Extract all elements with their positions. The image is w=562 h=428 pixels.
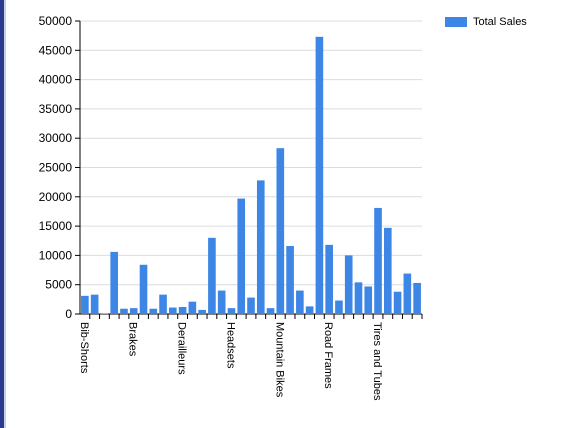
- y-tick-label: 50000: [39, 14, 73, 28]
- bar: [90, 294, 99, 314]
- bar: [188, 301, 197, 314]
- bar: [315, 36, 324, 315]
- bar: [354, 282, 363, 314]
- bar: [344, 255, 353, 314]
- bar: [149, 308, 158, 314]
- bar: [374, 207, 382, 314]
- window-left-border-highlight: [4, 0, 6, 428]
- bar: [227, 308, 236, 314]
- bar: [208, 237, 216, 314]
- legend-label: Total Sales: [473, 16, 527, 28]
- bar: [81, 295, 89, 314]
- bar: [217, 290, 226, 314]
- y-tick-label: 25000: [39, 161, 73, 175]
- bar: [393, 291, 402, 314]
- bar: [266, 308, 275, 314]
- x-tick-label: Road Frames: [322, 322, 334, 389]
- x-tick-label: Bib-Shorts: [78, 322, 90, 374]
- bar: [325, 244, 333, 314]
- bar: [129, 308, 138, 314]
- bar: [169, 307, 177, 314]
- bar: [120, 308, 128, 314]
- x-tick-label: Derailleurs: [176, 322, 188, 375]
- legend-swatch: [445, 17, 467, 27]
- bar: [110, 251, 119, 314]
- bar: [286, 246, 294, 314]
- bar: [247, 297, 255, 314]
- bar: [256, 180, 265, 314]
- bar: [178, 306, 187, 314]
- y-tick-label: 15000: [39, 219, 73, 233]
- y-tick-label: 30000: [39, 131, 73, 145]
- x-tick-label: Headsets: [224, 322, 236, 369]
- y-tick-label: 35000: [39, 102, 73, 116]
- bar: [198, 309, 206, 314]
- bar: [159, 294, 167, 314]
- x-tick-label: Mountain Bikes: [273, 322, 285, 398]
- y-tick-label: 10000: [39, 248, 73, 262]
- bar: [364, 286, 373, 314]
- y-tick-label: 5000: [45, 278, 72, 292]
- bar: [403, 273, 412, 314]
- bar: [139, 264, 148, 314]
- bar: [383, 227, 392, 314]
- y-tick-label: 45000: [39, 43, 73, 57]
- y-tick-label: 40000: [39, 73, 73, 87]
- bar: [296, 290, 304, 314]
- bar: [276, 148, 285, 314]
- legend: Total Sales: [445, 16, 527, 28]
- x-tick-label: Tires and Tubes: [371, 322, 383, 401]
- x-tick-label: Brakes: [127, 322, 139, 357]
- bar: [100, 313, 109, 314]
- window-left-border: [0, 0, 4, 428]
- bar: [237, 198, 246, 314]
- y-tick-label: 20000: [39, 190, 73, 204]
- bar: [413, 282, 421, 314]
- bar: [335, 300, 343, 314]
- bar: [305, 306, 314, 314]
- y-tick-label: 0: [65, 307, 72, 321]
